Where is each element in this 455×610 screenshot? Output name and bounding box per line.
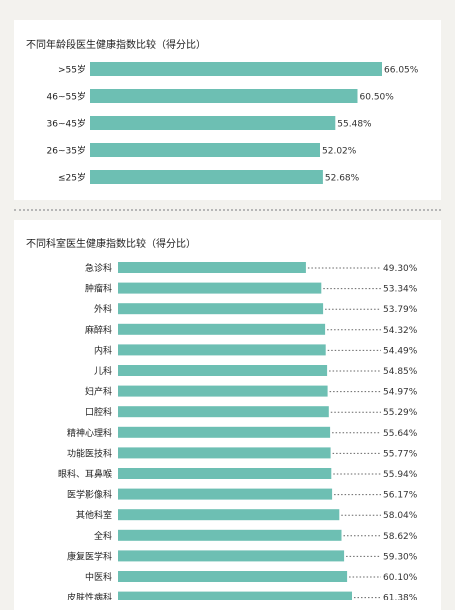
bar xyxy=(90,143,320,157)
category-label: 肿瘤科 xyxy=(85,283,112,295)
bar xyxy=(118,344,326,356)
age-chart-title: 不同年龄段医生健康指数比较（得分比） xyxy=(26,40,206,51)
value-label: 54.85% xyxy=(383,367,418,377)
value-label: 54.32% xyxy=(383,326,418,336)
bar xyxy=(118,365,328,376)
bar xyxy=(118,385,328,397)
bar xyxy=(118,468,332,479)
category-label: 36~45岁 xyxy=(47,118,86,130)
category-label: 26~35岁 xyxy=(47,145,86,157)
bar xyxy=(90,89,358,103)
category-label: 46~55岁 xyxy=(47,91,86,103)
bar xyxy=(118,509,340,521)
bar xyxy=(118,282,322,294)
value-label: 55.77% xyxy=(383,449,418,459)
category-label: 口腔科 xyxy=(85,406,112,418)
category-label: 功能医技科 xyxy=(67,447,112,459)
bar xyxy=(118,550,345,562)
category-label: 医学影像科 xyxy=(67,489,112,501)
category-label: 妇产科 xyxy=(85,386,112,398)
bar xyxy=(118,488,333,500)
value-label: 55.64% xyxy=(383,429,418,439)
value-label: 59.30% xyxy=(383,552,418,562)
dotted-divider xyxy=(14,209,441,211)
category-label: 外科 xyxy=(94,303,112,315)
value-label: 58.62% xyxy=(383,532,418,542)
value-label: 52.02% xyxy=(322,147,357,157)
bar xyxy=(118,406,329,418)
bar xyxy=(118,529,342,541)
value-label: 54.49% xyxy=(383,346,418,356)
category-label: 麻醉科 xyxy=(85,324,112,336)
bar xyxy=(118,447,331,459)
category-label: >55岁 xyxy=(58,64,86,76)
department-chart-title: 不同科室医生健康指数比较（得分比） xyxy=(26,239,196,250)
category-label: 全科 xyxy=(94,530,112,542)
category-label: ≤25岁 xyxy=(58,172,86,184)
category-label: 眼科、耳鼻喉 xyxy=(58,468,112,480)
bar xyxy=(90,62,382,76)
value-label: 60.50% xyxy=(360,93,395,103)
category-label: 康复医学科 xyxy=(67,550,112,562)
value-label: 52.68% xyxy=(325,174,360,184)
bar xyxy=(118,323,326,335)
value-label: 56.17% xyxy=(383,491,418,501)
category-label: 中医科 xyxy=(85,571,112,583)
value-label: 55.94% xyxy=(383,470,418,480)
bar xyxy=(118,262,306,273)
value-label: 60.10% xyxy=(383,573,418,583)
bar xyxy=(118,591,352,600)
value-label: 54.97% xyxy=(383,388,418,398)
value-label: 61.38% xyxy=(383,594,418,600)
category-label: 急诊科 xyxy=(85,262,112,274)
category-label: 儿科 xyxy=(94,365,112,377)
category-label: 其他科室 xyxy=(76,509,112,521)
value-label: 66.05% xyxy=(384,66,419,76)
value-label: 53.79% xyxy=(383,305,418,315)
category-label: 内科 xyxy=(94,344,112,356)
value-label: 53.34% xyxy=(383,285,418,295)
bar xyxy=(118,303,324,315)
value-label: 58.04% xyxy=(383,511,418,521)
value-label: 49.30% xyxy=(383,264,418,274)
bar xyxy=(90,116,336,130)
bar xyxy=(118,426,331,438)
value-label: 55.48% xyxy=(337,120,372,130)
bar xyxy=(90,170,323,184)
category-label: 精神心理科 xyxy=(67,427,112,439)
value-label: 55.29% xyxy=(383,408,418,418)
category-label: 皮肤性病科 xyxy=(67,592,112,600)
bar xyxy=(118,571,348,582)
